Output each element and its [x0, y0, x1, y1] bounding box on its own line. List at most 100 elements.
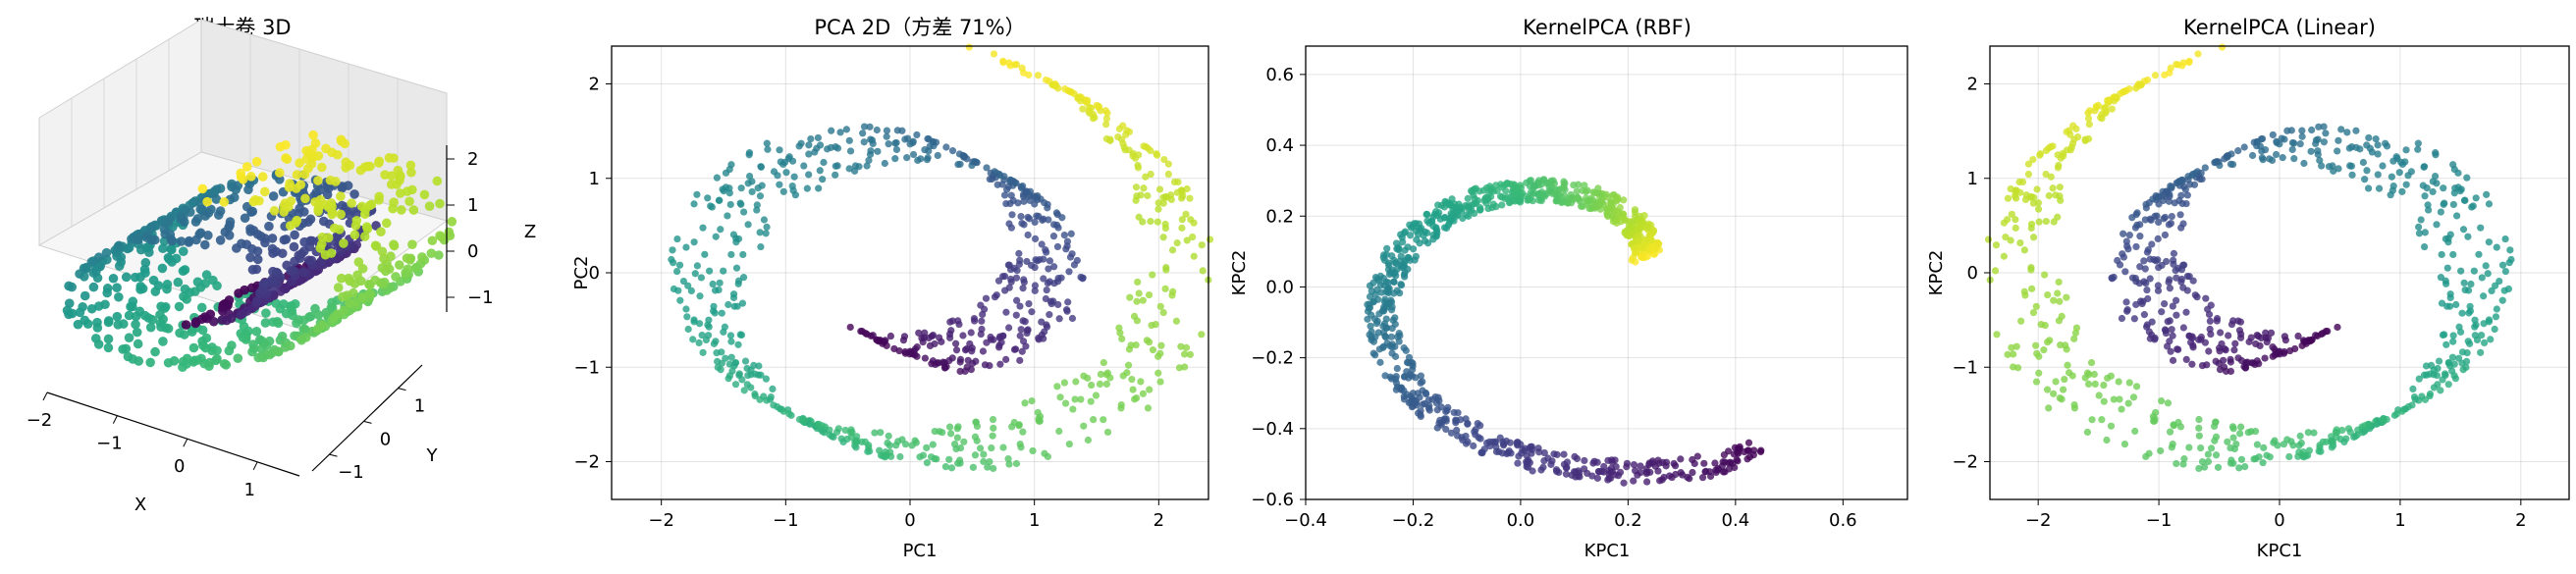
x-tick-mark-3d — [112, 415, 118, 424]
data-point — [1689, 468, 1696, 477]
data-point — [946, 430, 955, 438]
data-point-3d — [295, 158, 304, 168]
data-point — [1385, 299, 1393, 307]
data-point — [1745, 453, 1754, 461]
data-point — [1077, 395, 1085, 403]
data-point — [682, 243, 690, 251]
data-point — [2300, 159, 2308, 168]
data-point-3d — [176, 236, 187, 246]
xlabel-3d: X — [134, 495, 146, 515]
data-point — [1044, 200, 1051, 208]
data-point-3d — [190, 318, 200, 329]
data-point — [2338, 426, 2346, 435]
data-point — [1031, 287, 1039, 294]
data-point — [824, 145, 832, 153]
data-point-3d — [245, 227, 256, 236]
data-point — [2469, 202, 2477, 210]
data-point — [960, 152, 969, 161]
data-point — [2135, 280, 2143, 287]
data-point — [2197, 169, 2205, 177]
data-point — [2204, 457, 2213, 466]
data-point — [2205, 310, 2214, 319]
data-point — [2464, 233, 2472, 240]
data-point — [1021, 318, 1029, 326]
data-point — [696, 292, 704, 300]
data-point — [2132, 211, 2140, 219]
data-point — [1016, 332, 1024, 339]
data-point — [929, 357, 937, 365]
data-point-3d — [163, 252, 174, 263]
data-point — [722, 354, 729, 362]
data-point-3d — [241, 335, 251, 344]
data-point — [1510, 182, 1518, 189]
data-point — [1034, 72, 1043, 79]
data-point — [1562, 464, 1571, 472]
data-point — [931, 427, 939, 436]
data-point — [1038, 318, 1046, 326]
data-point — [2044, 290, 2052, 299]
data-point — [2325, 163, 2334, 171]
data-point — [1170, 178, 1179, 186]
data-point — [867, 135, 875, 143]
data-point — [2098, 115, 2106, 123]
data-point — [1384, 288, 1393, 297]
data-point — [2095, 391, 2103, 399]
data-point — [2049, 184, 2057, 192]
data-point — [1019, 428, 1027, 436]
z-tick-label-3d: 1 — [467, 195, 478, 216]
data-point-3d — [377, 263, 388, 273]
data-point — [1168, 246, 1177, 254]
data-point — [1628, 256, 1636, 264]
data-point-3d — [174, 301, 185, 312]
data-point-3d — [274, 174, 285, 184]
data-point — [672, 267, 681, 276]
data-point-3d — [204, 361, 214, 372]
data-point — [2018, 178, 2027, 186]
x-tick-label: −2 — [2025, 510, 2052, 531]
data-point — [2253, 441, 2261, 448]
data-point — [2170, 260, 2177, 268]
y-tick-label-3d: −1 — [338, 462, 364, 483]
data-point — [1485, 183, 1494, 190]
data-point — [2498, 296, 2506, 304]
data-point — [2288, 145, 2296, 154]
data-point — [2188, 360, 2196, 368]
data-point — [1539, 191, 1547, 199]
data-point — [1161, 285, 1169, 292]
data-point — [2073, 133, 2082, 141]
data-point — [1406, 232, 1415, 239]
data-point — [2229, 434, 2237, 442]
data-point — [1026, 190, 1034, 199]
data-point — [2276, 347, 2283, 355]
data-point — [2449, 338, 2457, 345]
data-point — [1190, 252, 1198, 260]
data-point-3d — [130, 272, 140, 283]
data-point — [1050, 263, 1058, 271]
data-point — [1060, 232, 1068, 239]
data-point — [2040, 271, 2049, 279]
data-point — [2483, 190, 2491, 198]
data-point — [2195, 464, 2203, 473]
data-point — [770, 168, 778, 176]
data-point — [1560, 178, 1568, 185]
data-point — [859, 130, 867, 137]
data-point — [1002, 355, 1010, 363]
data-point — [1383, 244, 1391, 252]
data-point — [2507, 255, 2515, 264]
data-point-3d — [150, 235, 160, 245]
data-point — [717, 226, 724, 234]
data-point — [866, 123, 874, 130]
data-point — [2466, 307, 2475, 315]
data-point — [737, 184, 745, 192]
data-point — [867, 332, 875, 340]
data-point — [2198, 457, 2207, 466]
data-point-3d — [180, 330, 189, 339]
data-point — [2161, 231, 2170, 239]
data-point — [1131, 395, 1139, 403]
data-point — [2160, 190, 2168, 199]
data-point — [2045, 144, 2053, 152]
data-point — [942, 362, 950, 371]
data-point — [2285, 346, 2294, 355]
data-point-3d — [88, 282, 99, 292]
data-point — [2028, 285, 2036, 292]
